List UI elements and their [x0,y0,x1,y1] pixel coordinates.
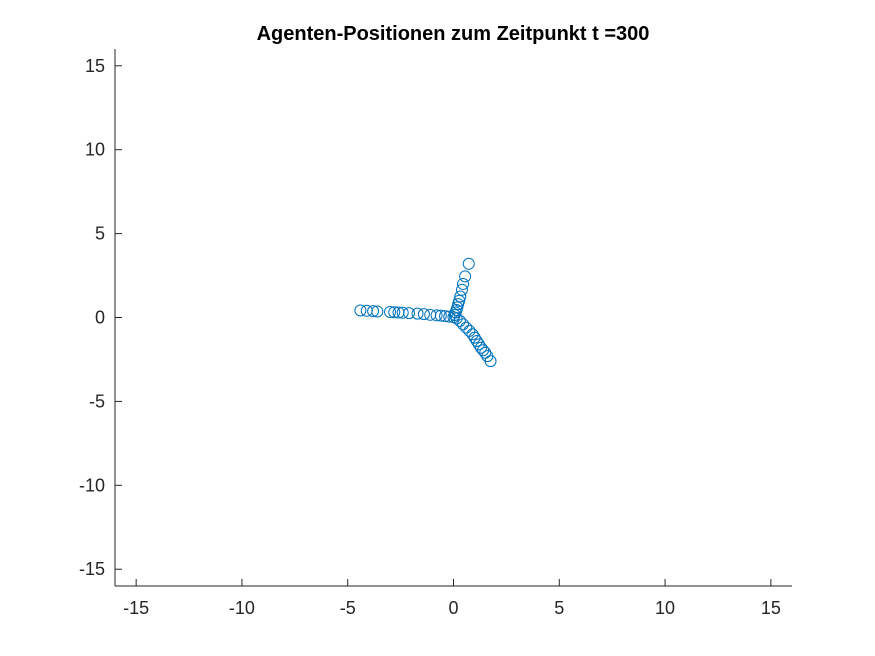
data-point [468,331,481,344]
data-point [443,310,456,323]
y-tick-label: 5 [95,224,105,244]
x-axis: -15 -10 -5 0 5 10 15 [123,579,781,618]
data-point [371,305,384,318]
y-tick-label: 15 [85,56,105,76]
data-point [434,309,447,322]
data-point [439,310,452,323]
data-point [457,277,470,290]
x-tick-label: 10 [655,598,675,618]
y-tick-label: 0 [95,308,105,328]
x-tick-label: 15 [761,598,781,618]
data-point [462,257,475,270]
data-point [384,305,397,318]
data-point [454,290,467,303]
x-tick-label: 5 [554,598,564,618]
y-tick-label: -15 [79,559,105,579]
data-point [396,306,409,319]
data-points [354,257,497,368]
y-tick-label: 10 [85,140,105,160]
data-point [455,283,468,296]
data-point [457,318,470,331]
data-point [403,307,416,320]
x-tick-label: 0 [448,598,458,618]
data-point [417,308,430,321]
data-point [459,270,472,283]
data-point [411,307,424,320]
x-tick-label: -10 [229,598,255,618]
data-point [430,309,443,322]
data-point [367,305,380,318]
data-point [360,304,373,317]
data-point [354,304,367,317]
y-tick-label: -10 [79,475,105,495]
data-point [479,346,492,359]
data-point [472,338,485,351]
chart-title: Agenten-Positionen zum Zeitpunkt t =300 [257,23,650,45]
data-point [477,344,490,357]
data-point [453,314,466,327]
y-axis: -15 -10 -5 0 5 10 15 [79,56,122,579]
x-tick-label: -15 [123,598,149,618]
data-point [463,324,476,337]
y-tick-label: -5 [89,391,105,411]
x-tick-label: -5 [340,598,356,618]
data-point [388,306,401,319]
data-point [470,334,483,347]
data-point [484,355,497,368]
data-point [466,328,479,341]
data-point [460,321,473,334]
